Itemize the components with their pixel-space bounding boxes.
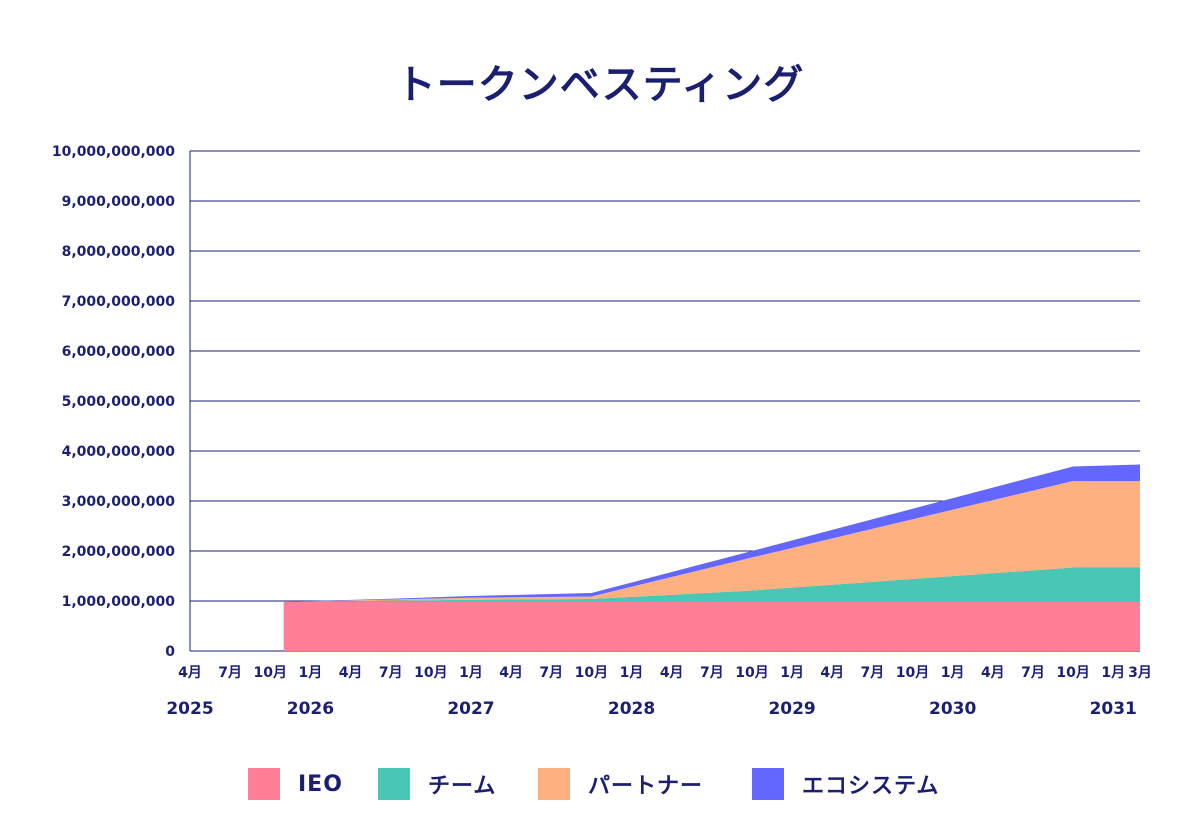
x-month-label-10: 10月 [575, 665, 608, 681]
legend-item-0: IEO [248, 766, 343, 802]
area-series-2 [283, 481, 1140, 602]
x-month-label-7: 1月 [459, 665, 483, 681]
x-month-label-6: 10月 [414, 665, 447, 681]
legend-label-0: IEO [298, 771, 343, 797]
y-tick-label-6: 6,000,000,000 [62, 344, 176, 360]
y-tick-label-2: 2,000,000,000 [62, 544, 176, 560]
legend-item-3: エコシステム [752, 766, 939, 802]
stacked-areas [283, 464, 1140, 651]
area-series-1 [283, 567, 1140, 602]
x-month-label-2: 10月 [254, 665, 287, 681]
y-tick-label-8: 8,000,000,000 [62, 244, 176, 260]
legend-item-2: パートナー [538, 766, 703, 802]
x-month-label-24: 3月 [1128, 665, 1152, 681]
legend-label-2: パートナー [588, 774, 704, 799]
x-month-label-4: 4月 [339, 665, 363, 681]
x-month-label-15: 1月 [780, 665, 804, 681]
x-month-label-11: 1月 [620, 665, 644, 681]
y-tick-label-5: 5,000,000,000 [62, 394, 176, 410]
x-month-label-14: 10月 [735, 665, 768, 681]
x-month-label-3: 1月 [299, 665, 323, 681]
x-month-label-13: 7月 [700, 665, 724, 681]
x-month-label-16: 4月 [820, 665, 844, 681]
x-month-label-17: 7月 [861, 665, 885, 681]
x-month-label-8: 4月 [499, 665, 523, 681]
x-year-label-0: 2025 [166, 699, 213, 719]
x-month-label-22: 10月 [1056, 665, 1089, 681]
y-tick-label-1: 1,000,000,000 [62, 594, 176, 610]
x-year-label-3: 2028 [608, 699, 655, 719]
legend-swatch-1 [378, 768, 410, 800]
legend-item-1: チーム [378, 766, 496, 802]
y-tick-label-10: 10,000,000,000 [52, 144, 175, 160]
x-axis: 4月 7月 10月 1月 4月 7月 10月 1月 4月 7月 10月 1月 4月 7月 10月 1月 4月 7月… [166, 665, 1152, 719]
x-month-label-20: 4月 [981, 665, 1005, 681]
x-year-label-5: 2030 [929, 699, 976, 719]
x-month-label-19: 1月 [941, 665, 965, 681]
area-series-3 [283, 464, 1140, 602]
legend-label-3: エコシステム [802, 774, 940, 799]
x-month-label-9: 7月 [539, 665, 563, 681]
chart-title: トークンベスティング [395, 62, 805, 108]
y-tick-label-7: 7,000,000,000 [62, 294, 176, 310]
x-month-label-0: 4月 [178, 665, 202, 681]
legend-label-1: チーム [428, 774, 497, 799]
x-month-label-5: 7月 [379, 665, 403, 681]
y-tick-label-9: 9,000,000,000 [62, 194, 176, 210]
y-tick-label-4: 4,000,000,000 [62, 444, 176, 460]
legend-swatch-3 [752, 768, 784, 800]
y-tick-label-3: 3,000,000,000 [62, 494, 176, 510]
x-month-label-18: 10月 [896, 665, 929, 681]
x-year-label-1: 2026 [287, 699, 334, 719]
x-month-label-1: 7月 [218, 665, 242, 681]
x-month-label-12: 4月 [660, 665, 684, 681]
area-series-0 [283, 602, 1140, 651]
x-year-label-4: 2029 [768, 699, 815, 719]
legend-swatch-0 [248, 768, 280, 800]
x-year-label-6: 2031 [1090, 699, 1137, 719]
x-year-label-2: 2027 [447, 699, 494, 719]
y-tick-label-0: 0 [165, 644, 175, 660]
y-axis: 0 1,000,000,000 2,000,000,000 3,000,000,000… [52, 144, 175, 660]
x-month-label-23: 1月 [1101, 665, 1125, 681]
x-month-label-21: 7月 [1021, 665, 1045, 681]
legend-swatch-2 [538, 768, 570, 800]
legend: IEO チーム パートナー エコシステム [0, 766, 1200, 802]
